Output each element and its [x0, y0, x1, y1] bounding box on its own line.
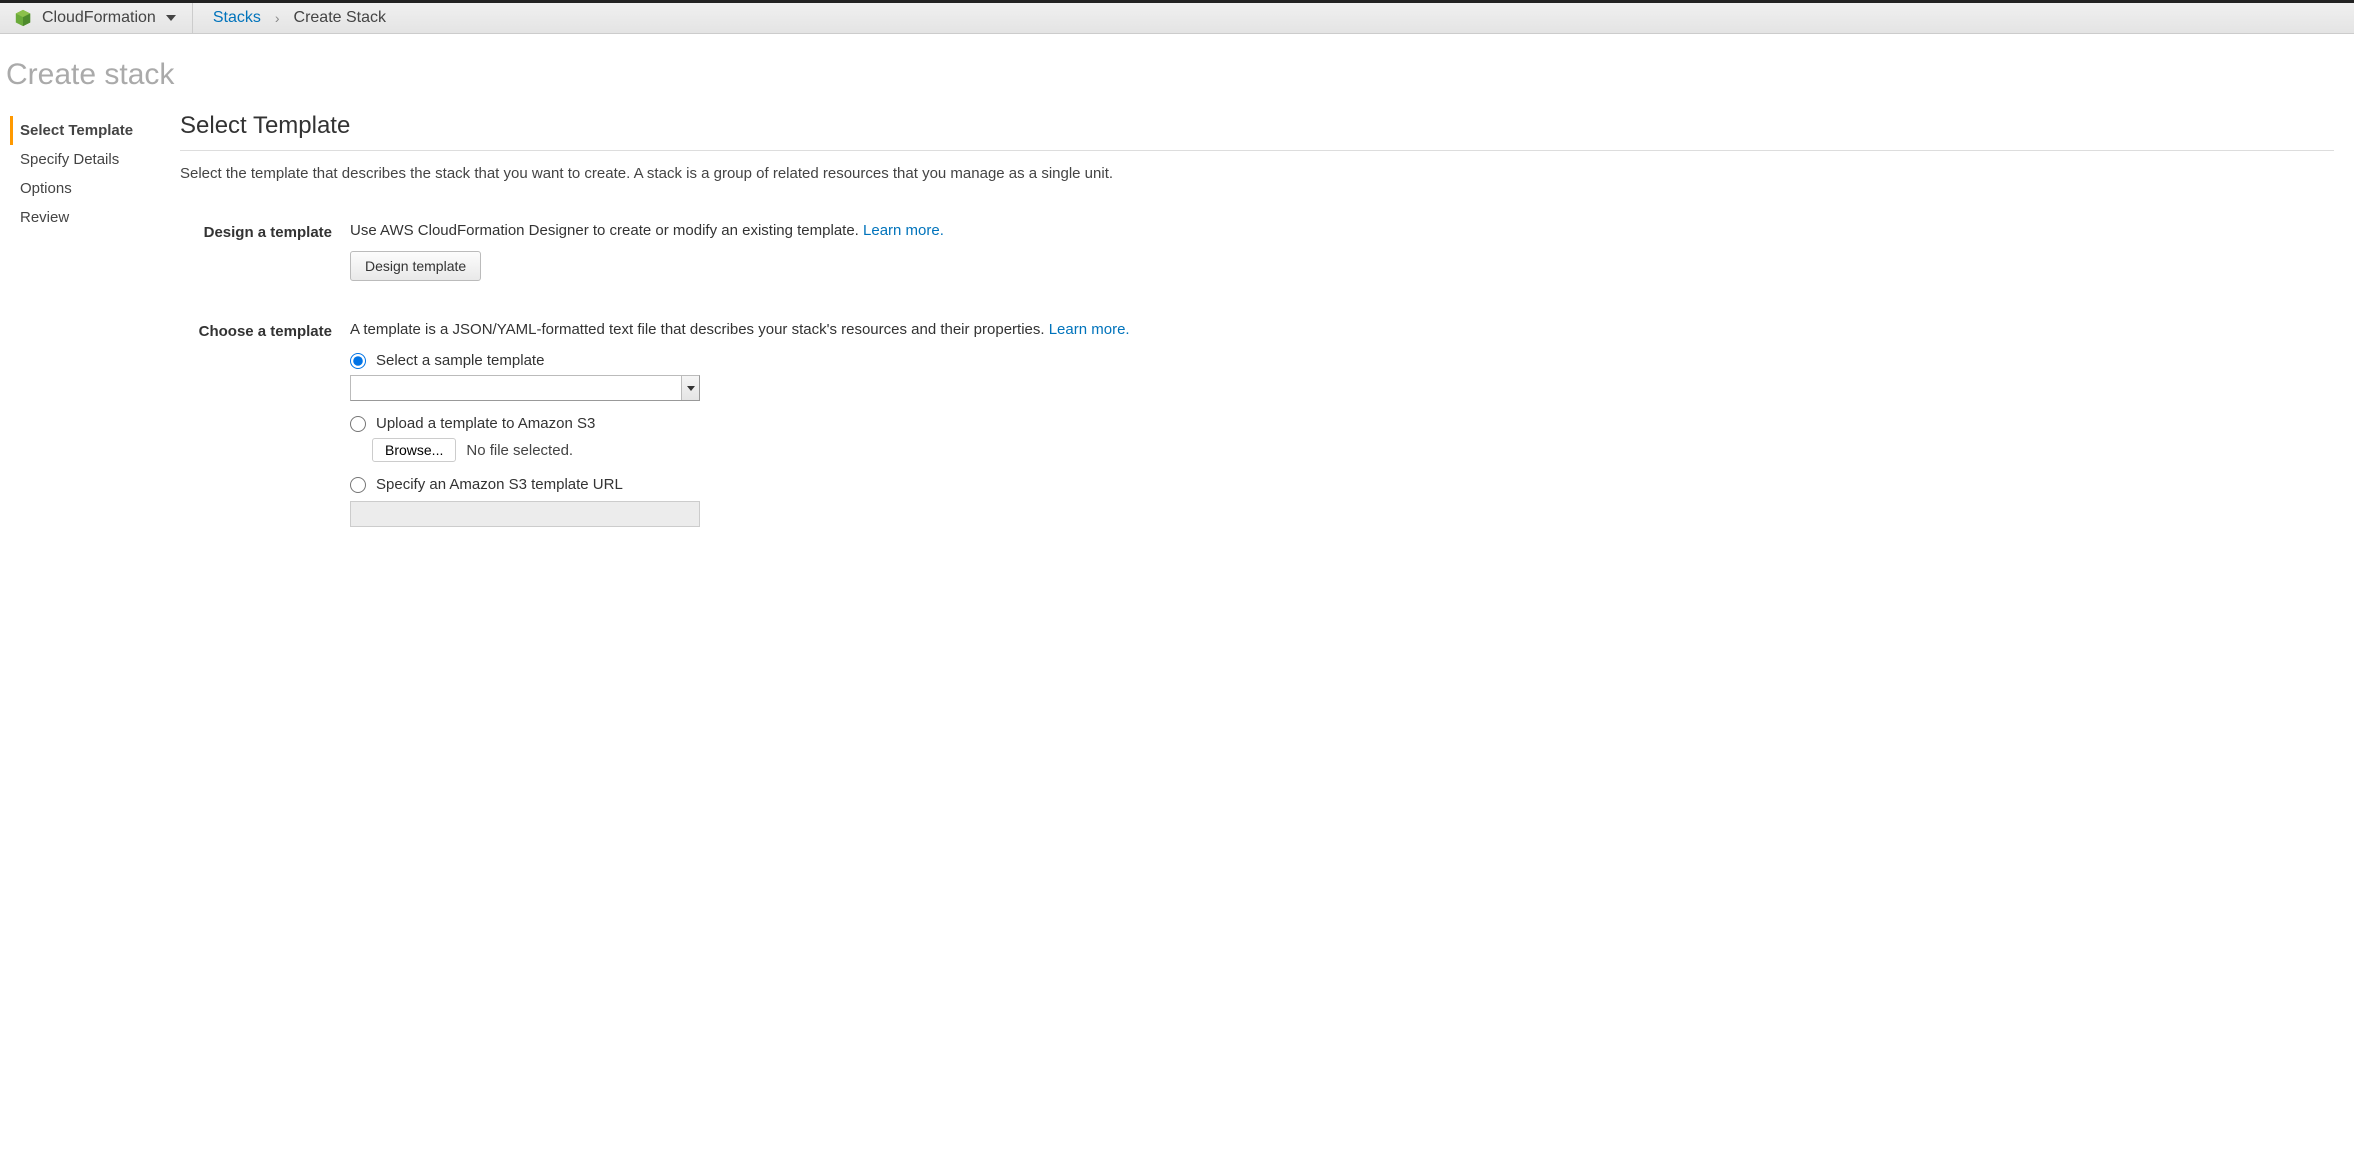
section-divider — [180, 150, 2334, 151]
file-status: No file selected. — [466, 442, 573, 459]
design-template-label: Design a template — [180, 222, 350, 241]
design-template-button[interactable]: Design template — [350, 251, 481, 281]
radio-url-row: Specify an Amazon S3 template URL — [350, 476, 2334, 493]
wizard-step-review[interactable]: Review — [10, 203, 180, 232]
radio-sample-row: Select a sample template — [350, 352, 2334, 369]
browse-button[interactable]: Browse... — [372, 438, 456, 462]
wizard-step-specify-details[interactable]: Specify Details — [10, 145, 180, 174]
design-learn-more-link[interactable]: Learn more. — [863, 222, 944, 239]
choose-template-row: Choose a template A template is a JSON/Y… — [180, 321, 2334, 527]
breadcrumb-separator: › — [275, 10, 280, 26]
choose-learn-more-link[interactable]: Learn more. — [1049, 321, 1130, 338]
breadcrumb-stacks-link[interactable]: Stacks — [213, 9, 261, 27]
main-content: Select Template Select the template that… — [180, 108, 2354, 567]
section-title: Select Template — [180, 112, 2334, 150]
page: Create stack Select Template Specify Det… — [0, 34, 2354, 607]
sample-template-select[interactable] — [350, 375, 700, 401]
chevron-down-icon — [166, 15, 176, 21]
choose-template-hint: A template is a JSON/YAML-formatted text… — [350, 321, 1049, 338]
service-selector[interactable]: CloudFormation — [14, 3, 193, 33]
choose-template-label: Choose a template — [180, 321, 350, 340]
radio-sample-label: Select a sample template — [376, 352, 544, 369]
s3-url-input[interactable] — [350, 501, 700, 527]
cloudformation-icon — [14, 9, 32, 27]
breadcrumb: Stacks › Create Stack — [193, 9, 386, 27]
radio-upload-template[interactable] — [350, 416, 366, 432]
radio-url-label: Specify an Amazon S3 template URL — [376, 476, 623, 493]
wizard-nav: Select Template Specify Details Options … — [0, 108, 180, 232]
topbar: CloudFormation Stacks › Create Stack — [0, 0, 2354, 34]
browse-row: Browse... No file selected. — [372, 438, 2334, 462]
service-name: CloudFormation — [42, 9, 156, 27]
section-description: Select the template that describes the s… — [180, 165, 2334, 182]
radio-sample-template[interactable] — [350, 353, 366, 369]
radio-s3-url[interactable] — [350, 477, 366, 493]
design-template-hint: Use AWS CloudFormation Designer to creat… — [350, 222, 863, 239]
select-dropdown-icon — [681, 376, 699, 400]
design-template-row: Design a template Use AWS CloudFormation… — [180, 222, 2334, 281]
radio-upload-row: Upload a template to Amazon S3 — [350, 415, 2334, 432]
radio-upload-label: Upload a template to Amazon S3 — [376, 415, 595, 432]
wizard-step-select-template[interactable]: Select Template — [10, 116, 180, 145]
page-title: Create stack — [0, 34, 2354, 108]
breadcrumb-current: Create Stack — [294, 9, 386, 27]
wizard-step-options[interactable]: Options — [10, 174, 180, 203]
